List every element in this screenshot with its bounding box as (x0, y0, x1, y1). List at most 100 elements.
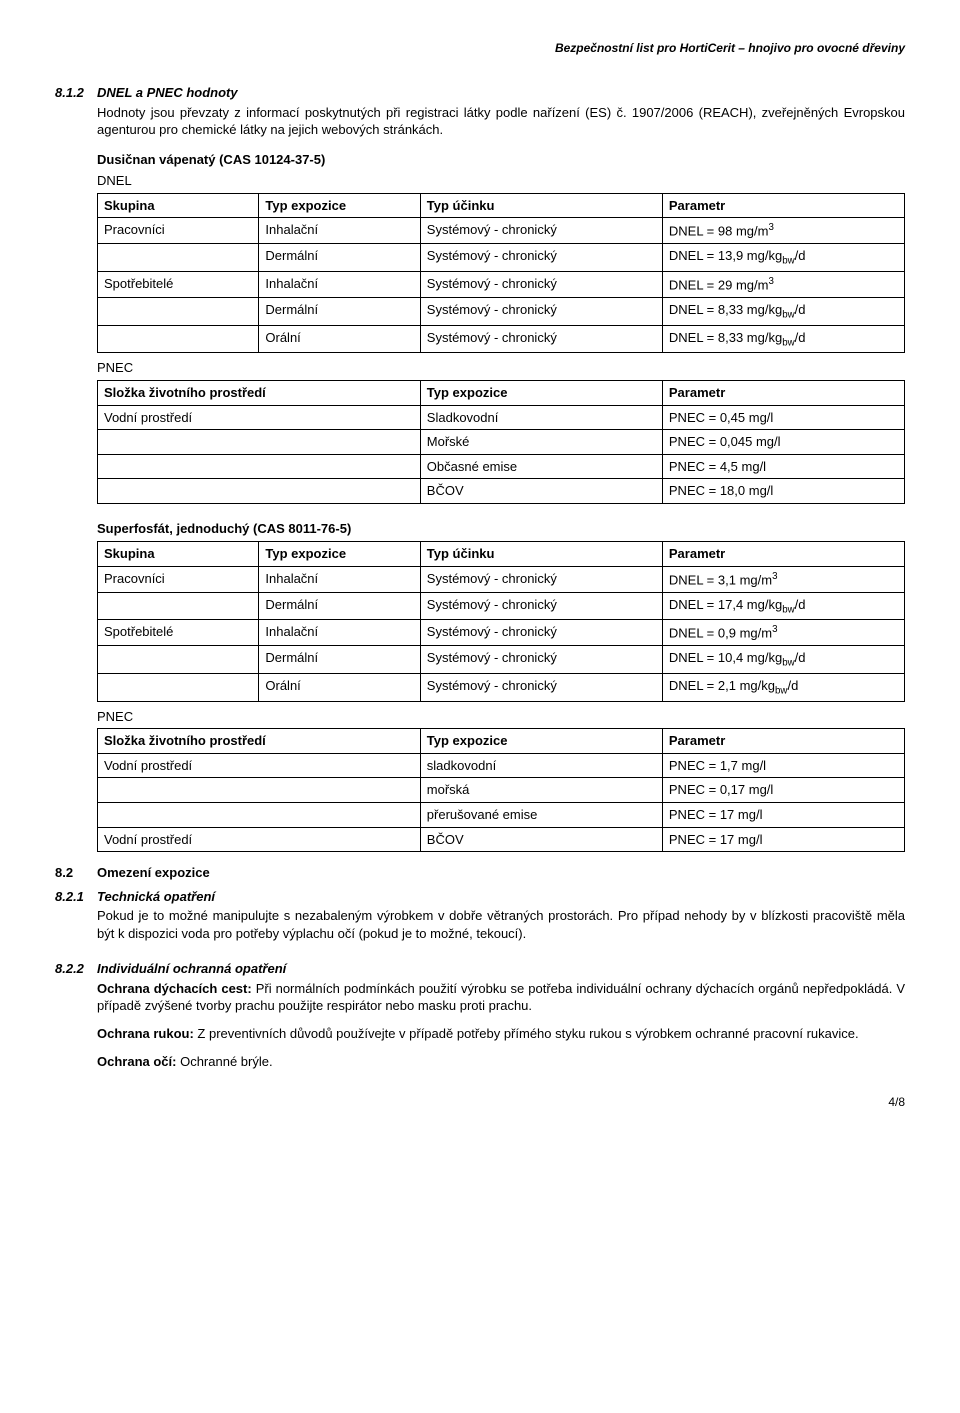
pnec-label-2: PNEC (97, 708, 905, 726)
cell: přerušované emise (420, 803, 662, 828)
cell: Inhalační (259, 218, 420, 244)
table-row: Složka životního prostředí Typ expozice … (98, 729, 905, 754)
cell: Systémový - chronický (420, 218, 662, 244)
cell: Sladkovodní (420, 405, 662, 430)
cell: DNEL = 8,33 mg/kgbw/d (662, 325, 904, 353)
cell: DNEL = 8,33 mg/kgbw/d (662, 297, 904, 325)
section-8-2-2-head: 8.2.2Individuální ochranná opatření (55, 960, 905, 978)
dnel-label: DNEL (97, 172, 905, 190)
cell: Vodní prostředí (98, 753, 421, 778)
col-header: Skupina (98, 193, 259, 218)
cell: Dermální (259, 244, 420, 272)
pnec-label: PNEC (97, 359, 905, 377)
col-header: Parametr (662, 193, 904, 218)
cell: PNEC = 0,17 mg/l (662, 778, 904, 803)
page-number: 4/8 (55, 1094, 905, 1110)
section-title: Omezení expozice (97, 865, 210, 880)
cell: PNEC = 18,0 mg/l (662, 479, 904, 504)
cell: Mořské (420, 430, 662, 455)
table-row: Orální Systémový - chronický DNEL = 2,1 … (98, 674, 905, 702)
section-title: Individuální ochranná opatření (97, 961, 286, 976)
section-num: 8.2.1 (55, 888, 97, 906)
substance-1-title: Dusičnan vápenatý (CAS 10124-37-5) (97, 151, 905, 169)
cell: Dermální (259, 592, 420, 620)
cell (98, 803, 421, 828)
cell: Systémový - chronický (420, 325, 662, 353)
col-header: Skupina (98, 542, 259, 567)
cell: DNEL = 98 mg/m3 (662, 218, 904, 244)
col-header: Typ účinku (420, 542, 662, 567)
section-title: DNEL a PNEC hodnoty (97, 85, 238, 100)
dnel-table-2: Skupina Typ expozice Typ účinku Parametr… (97, 541, 905, 702)
section-8-2-2-p3: Ochrana očí: Ochranné brýle. (97, 1053, 905, 1071)
cell: Systémový - chronický (420, 297, 662, 325)
cell: PNEC = 0,045 mg/l (662, 430, 904, 455)
table-row: Spotřebitelé Inhalační Systémový - chron… (98, 620, 905, 646)
table-row: Občasné emise PNEC = 4,5 mg/l (98, 454, 905, 479)
cell: Spotřebitelé (98, 620, 259, 646)
cell: Systémový - chronický (420, 272, 662, 298)
cell: mořská (420, 778, 662, 803)
cell: PNEC = 1,7 mg/l (662, 753, 904, 778)
cell: Inhalační (259, 272, 420, 298)
cell: BČOV (420, 827, 662, 852)
cell: DNEL = 10,4 mg/kgbw/d (662, 646, 904, 674)
col-header: Typ účinku (420, 193, 662, 218)
cell: PNEC = 4,5 mg/l (662, 454, 904, 479)
section-num: 8.2 (55, 864, 97, 882)
table-row: Dermální Systémový - chronický DNEL = 13… (98, 244, 905, 272)
col-header: Typ expozice (420, 381, 662, 406)
cell: PNEC = 17 mg/l (662, 803, 904, 828)
cell: sladkovodní (420, 753, 662, 778)
cell (98, 454, 421, 479)
cell: DNEL = 2,1 mg/kgbw/d (662, 674, 904, 702)
cell: Vodní prostředí (98, 827, 421, 852)
table-row: Složka životního prostředí Typ expozice … (98, 381, 905, 406)
cell (98, 430, 421, 455)
page-header: Bezpečnostní list pro HortiCerit – hnoji… (55, 40, 905, 56)
col-header: Složka životního prostředí (98, 729, 421, 754)
section-8-2-1-head: 8.2.1Technická opatření (55, 888, 905, 906)
section-8-1-2-head: 8.1.2DNEL a PNEC hodnoty (55, 84, 905, 102)
table-row: Vodní prostředí BČOV PNEC = 17 mg/l (98, 827, 905, 852)
section-title: Technická opatření (97, 889, 215, 904)
cell: Orální (259, 674, 420, 702)
cell: DNEL = 13,9 mg/kgbw/d (662, 244, 904, 272)
pnec-table-2: Složka životního prostředí Typ expozice … (97, 728, 905, 852)
table-row: BČOV PNEC = 18,0 mg/l (98, 479, 905, 504)
cell (98, 592, 259, 620)
table-row: Dermální Systémový - chronický DNEL = 17… (98, 592, 905, 620)
section-num: 8.2.2 (55, 960, 97, 978)
cell (98, 674, 259, 702)
table-row: Vodní prostředí sladkovodní PNEC = 1,7 m… (98, 753, 905, 778)
cell: Pracovníci (98, 566, 259, 592)
table-row: Spotřebitelé Inhalační Systémový - chron… (98, 272, 905, 298)
section-8-2-2-p1: Ochrana dýchacích cest: Při normálních p… (97, 980, 905, 1015)
col-header: Parametr (662, 542, 904, 567)
col-header: Složka životního prostředí (98, 381, 421, 406)
table-row: Pracovníci Inhalační Systémový - chronic… (98, 218, 905, 244)
table-row: Dermální Systémový - chronický DNEL = 8,… (98, 297, 905, 325)
cell: PNEC = 17 mg/l (662, 827, 904, 852)
cell (98, 479, 421, 504)
cell: Inhalační (259, 566, 420, 592)
col-header: Typ expozice (420, 729, 662, 754)
cell: Občasné emise (420, 454, 662, 479)
section-8-2-2-p2: Ochrana rukou: Z preventivních důvodů po… (97, 1025, 905, 1043)
cell: Dermální (259, 297, 420, 325)
cell: Systémový - chronický (420, 244, 662, 272)
pnec-table-1: Složka životního prostředí Typ expozice … (97, 380, 905, 504)
table-row: Skupina Typ expozice Typ účinku Parametr (98, 193, 905, 218)
col-header: Typ expozice (259, 542, 420, 567)
table-row: mořská PNEC = 0,17 mg/l (98, 778, 905, 803)
table-row: Orální Systémový - chronický DNEL = 8,33… (98, 325, 905, 353)
cell: DNEL = 3,1 mg/m3 (662, 566, 904, 592)
table-row: Mořské PNEC = 0,045 mg/l (98, 430, 905, 455)
cell (98, 778, 421, 803)
cell: Inhalační (259, 620, 420, 646)
cell: Systémový - chronický (420, 620, 662, 646)
cell: Systémový - chronický (420, 592, 662, 620)
table-row: přerušované emise PNEC = 17 mg/l (98, 803, 905, 828)
table-row: Pracovníci Inhalační Systémový - chronic… (98, 566, 905, 592)
cell (98, 244, 259, 272)
